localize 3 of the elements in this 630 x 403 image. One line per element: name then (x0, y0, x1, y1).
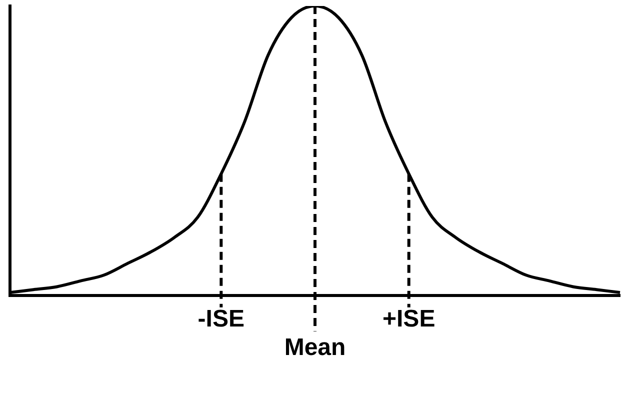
x-tick-label: Mean (284, 334, 346, 362)
x-tick-label: -ISE (198, 305, 244, 332)
x-tick-label: +ISE (382, 305, 436, 332)
